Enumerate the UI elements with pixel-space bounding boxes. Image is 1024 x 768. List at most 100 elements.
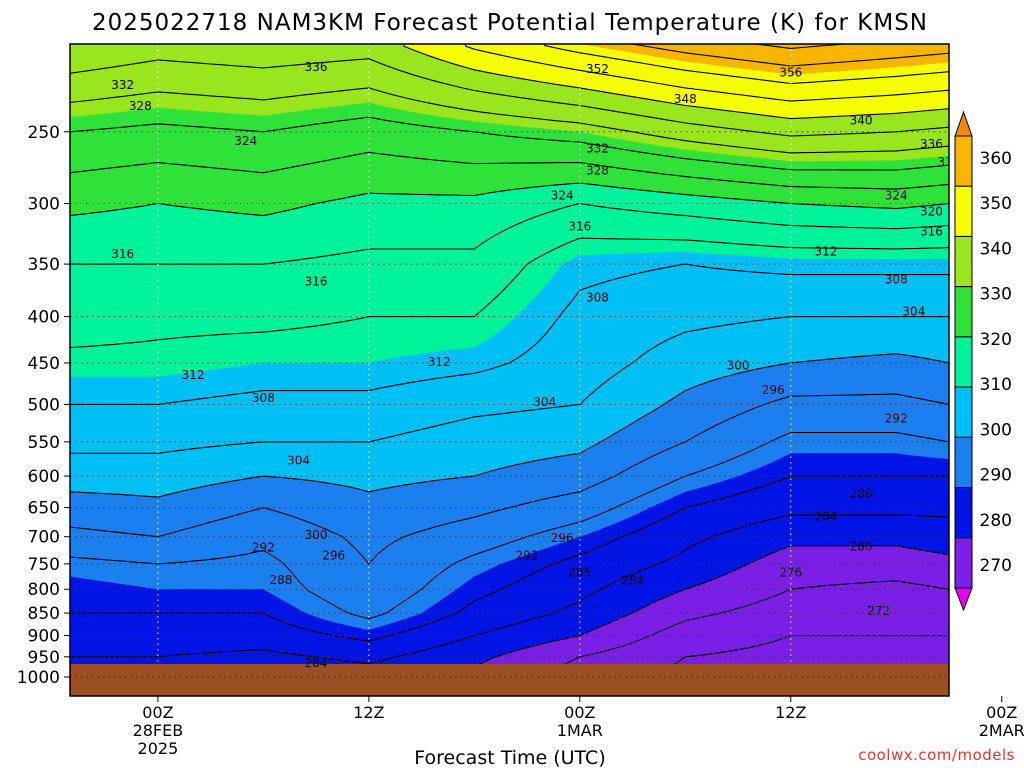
contour-308 xyxy=(70,263,949,405)
colorbar-label: 280 xyxy=(980,511,1012,531)
contour-356 xyxy=(755,44,845,49)
contour-336 xyxy=(70,58,949,137)
contour-348 xyxy=(544,44,949,85)
contour-label: 288 xyxy=(850,486,873,500)
contour-label: 296 xyxy=(551,531,574,545)
contour-label: 304 xyxy=(533,395,556,409)
x-tick-label: 2MAR xyxy=(979,721,1024,740)
y-tick-label: 300 xyxy=(28,194,60,214)
chart-title: 2025022718 NAM3KM Forecast Potential Tem… xyxy=(92,10,928,36)
contour-label: 296 xyxy=(762,383,785,397)
contour-316 xyxy=(70,202,949,265)
contour-328 xyxy=(70,116,949,171)
colorbar-label: 320 xyxy=(980,330,1012,350)
y-tick-label: 750 xyxy=(28,555,60,575)
x-axis-label: Forecast Time (UTC) xyxy=(414,747,605,768)
contour-label: 304 xyxy=(287,454,310,468)
contour-344 xyxy=(464,44,949,102)
contour-label: 328 xyxy=(586,164,609,178)
contour-label: 324 xyxy=(885,189,908,203)
colorbar-bin xyxy=(954,537,973,589)
colorbar-bin xyxy=(954,386,973,438)
contour-label: 324 xyxy=(551,189,574,203)
theta-band-350 xyxy=(579,44,949,75)
contour-label: 284 xyxy=(621,573,644,587)
contour-label: 328 xyxy=(129,99,152,113)
contour-312 xyxy=(70,237,949,349)
colorbar-label: 350 xyxy=(980,194,1012,214)
x-tick-label: 12Z xyxy=(353,703,384,722)
colorbar-label: 310 xyxy=(980,375,1012,395)
y-axis: 250 300 350 400 450 500 550 600 650 700 750 800 850 9… xyxy=(17,123,70,688)
y-tick-label: 350 xyxy=(28,255,60,275)
contour-label: 304 xyxy=(902,305,925,319)
y-tick-label: 800 xyxy=(28,580,60,600)
contour-label: 300 xyxy=(305,528,328,542)
contour-label: 340 xyxy=(850,114,873,128)
colorbar-bin xyxy=(954,235,973,288)
grid-layer xyxy=(70,44,949,696)
contour-label: 300 xyxy=(727,359,750,373)
contour-label: 292 xyxy=(885,411,908,425)
colorbar-bin xyxy=(954,436,973,489)
contour-label: 308 xyxy=(586,290,609,304)
y-tick-label: 550 xyxy=(28,433,60,453)
contour-label: 280 xyxy=(850,540,873,554)
colorbar-bin xyxy=(954,135,973,187)
colorbar-label: 360 xyxy=(980,149,1012,169)
contour-label: 336 xyxy=(305,60,328,74)
contour-label: 272 xyxy=(867,604,890,618)
contour-label: 316 xyxy=(920,224,943,238)
colorbar-label: 290 xyxy=(980,466,1012,486)
contour-label: 332 xyxy=(111,78,134,92)
colorbar-label: 270 xyxy=(980,556,1012,576)
contour-label: 332 xyxy=(938,155,961,169)
x-tick-label: 28FEB xyxy=(133,721,184,740)
contour-label: 312 xyxy=(814,245,837,259)
contour-320 xyxy=(70,182,949,217)
contour-label: 348 xyxy=(674,92,697,106)
contour-296 xyxy=(70,393,949,565)
colorbar-bin xyxy=(954,185,973,237)
contour-label: 336 xyxy=(920,137,943,151)
y-tick-label: 1000 xyxy=(17,668,60,688)
y-tick-label: 900 xyxy=(28,627,60,647)
contour-label: 308 xyxy=(885,273,908,287)
y-tick-label: 950 xyxy=(28,648,60,668)
contour-label: 332 xyxy=(586,142,609,156)
contour-284 xyxy=(70,514,949,665)
x-tick-label: 12Z xyxy=(775,703,806,722)
contour-label: 316 xyxy=(305,275,328,289)
x-tick-label: 00Z xyxy=(142,703,173,722)
colorbar-bin xyxy=(954,487,973,539)
contour-label: 356 xyxy=(779,65,802,79)
plot-area: 336 352 356 332 348 328 340 324 336 332 332 328 324 3… xyxy=(70,44,961,696)
contour-label: 292 xyxy=(252,540,275,554)
contour-label: 284 xyxy=(814,510,837,524)
y-tick-label: 500 xyxy=(28,395,60,415)
contour-label: 352 xyxy=(586,62,609,76)
contour-label: 276 xyxy=(779,566,802,580)
ground-surface xyxy=(70,664,949,696)
contour-292 xyxy=(70,431,949,620)
y-tick-label: 700 xyxy=(28,528,60,548)
contour-label: 296 xyxy=(322,548,345,562)
contour-300 xyxy=(70,353,949,498)
theta-fill-layer xyxy=(70,44,949,696)
contour-324 xyxy=(70,151,949,190)
contour-352 xyxy=(632,44,949,67)
colorbar-bottom-cap xyxy=(954,587,973,612)
colorbar-bin xyxy=(954,336,973,388)
contour-332 xyxy=(70,87,949,154)
contour-label: 316 xyxy=(111,247,134,261)
contour-label-layer: 336 352 356 332 348 328 340 324 336 332 332 328 324 3… xyxy=(111,60,961,670)
x-tick-label: 00Z xyxy=(986,703,1017,722)
colorbar: 360 350 340 330 320 310 300 290 280 270 xyxy=(954,110,1012,612)
contour-label: 285 xyxy=(568,566,591,580)
plot-frame xyxy=(69,43,950,697)
colorbar-label: 340 xyxy=(980,239,1012,259)
contour-340 xyxy=(70,44,949,120)
x-tick-label: 2025 xyxy=(138,739,179,758)
